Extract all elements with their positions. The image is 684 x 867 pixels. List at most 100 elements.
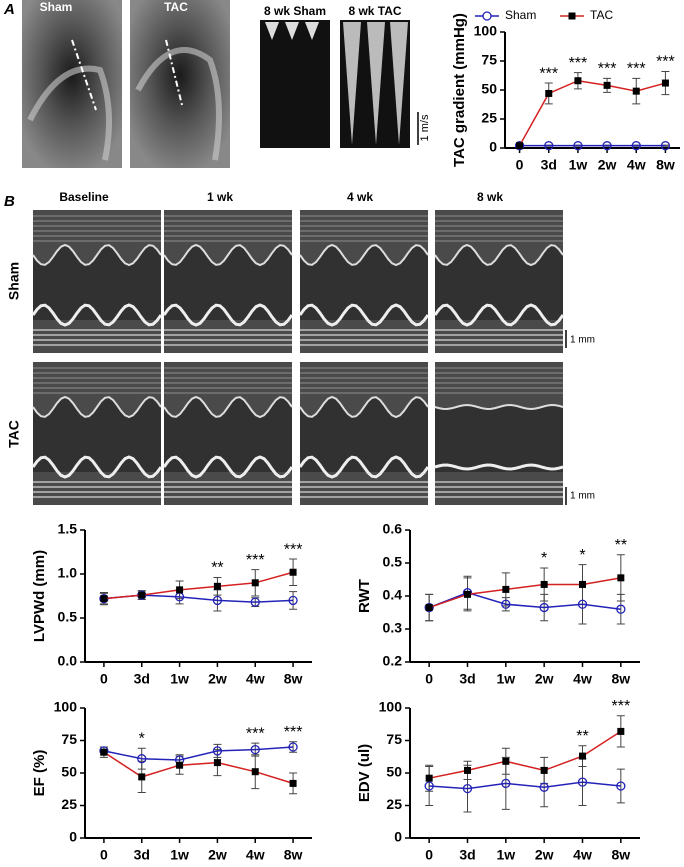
x-tick-label: 0 (425, 671, 433, 687)
series-line (429, 781, 621, 790)
x-tick-label: 2w (535, 671, 554, 687)
data-point (424, 781, 434, 791)
series-line (518, 79, 666, 147)
m-mode-wall (163, 243, 293, 267)
m-mode-wall (434, 403, 564, 411)
data-point (425, 774, 433, 782)
data-point (632, 87, 640, 95)
legend-marker (482, 11, 492, 21)
m-mode-wall (434, 463, 564, 471)
column-label: 1 wk (207, 190, 233, 204)
data-point (661, 79, 669, 87)
legend-marker (568, 12, 576, 20)
x-tick-label: 3d (134, 847, 150, 863)
y-axis-label: EF (%) (31, 750, 48, 797)
data-point (212, 595, 223, 606)
image-label: TAC (164, 0, 188, 14)
y-tick-label: 25 (386, 796, 402, 812)
image-label: 8 wk Sham (264, 4, 326, 18)
data-point (577, 599, 588, 609)
m-mode-wall (33, 397, 161, 472)
x-tick-label: 0 (425, 847, 433, 863)
series-line (428, 591, 621, 610)
data-point (631, 141, 641, 151)
m-mode-wall (31, 455, 163, 479)
significance-label: * (139, 731, 145, 748)
significance-label: *** (627, 61, 646, 78)
data-point (544, 141, 554, 151)
data-point (539, 782, 549, 792)
significance-label: ** (211, 560, 223, 577)
x-tick-label: 4w (627, 157, 646, 173)
m-mode-wall (435, 245, 563, 320)
y-axis-label: EDV (ul) (356, 744, 373, 802)
data-point (540, 580, 548, 588)
data-point (425, 604, 433, 612)
significance-label: ** (615, 537, 627, 554)
doppler-signal (343, 22, 408, 145)
data-point (516, 142, 524, 150)
data-point (617, 574, 625, 582)
panel-label: A (3, 1, 15, 18)
data-point (212, 746, 223, 756)
x-tick-label: 8w (284, 847, 303, 863)
y-tick-label: 100 (54, 699, 78, 715)
x-tick-label: 1w (496, 847, 515, 863)
m-mode-wall (33, 245, 161, 320)
data-point (660, 141, 671, 151)
data-point (573, 141, 583, 151)
y-tick-label: 0.4 (383, 587, 403, 603)
data-point (288, 595, 298, 606)
x-tick-label: 1w (170, 671, 189, 687)
data-point (100, 595, 108, 603)
y-tick-label: 25 (61, 796, 77, 812)
data-point (577, 777, 588, 787)
y-tick-label: 75 (386, 731, 402, 747)
x-tick-label: 3d (459, 671, 475, 687)
x-tick-label: 8w (611, 847, 630, 863)
x-tick-label: 2w (208, 671, 227, 687)
m-mode-wall (298, 303, 430, 327)
x-tick-label: 0 (516, 157, 524, 173)
y-tick-label: 0.6 (383, 521, 403, 537)
echo-marker (71, 39, 97, 111)
significance-label: *** (598, 61, 617, 78)
scale-label: 1 m/s (419, 114, 431, 141)
data-point (514, 141, 525, 151)
significance-label: *** (284, 541, 303, 558)
y-axis-label: RWT (356, 579, 373, 613)
y-tick-label: 25 (481, 110, 497, 126)
data-point (464, 590, 471, 598)
m-mode-wall (31, 303, 163, 327)
doppler-signal (265, 22, 319, 40)
column-label: 8 wk (477, 190, 503, 204)
data-point (502, 585, 510, 593)
significance-label: *** (569, 55, 588, 72)
series-line (103, 751, 294, 785)
m-mode-wall (299, 395, 429, 419)
data-point (539, 602, 549, 613)
m-mode-wall (434, 243, 564, 267)
x-tick-label: 4w (573, 847, 592, 863)
echo-tissue (135, 47, 222, 161)
significance-label: *** (246, 552, 265, 569)
data-point (176, 761, 184, 769)
m-mode-wall (300, 397, 428, 472)
m-mode-wall (162, 303, 294, 327)
echo-tissue (27, 65, 112, 161)
column-label: 4 wk (347, 190, 373, 204)
significance-label: *** (656, 54, 675, 71)
data-point (616, 781, 626, 791)
legend-label: TAC (590, 8, 613, 22)
data-point (250, 744, 260, 755)
data-point (137, 754, 147, 764)
y-tick-label: 0 (489, 139, 497, 155)
data-point (579, 752, 586, 760)
x-tick-label: 1w (170, 847, 189, 863)
m-mode-wall (433, 303, 565, 327)
data-point (289, 779, 297, 787)
scale-label: 1 mm (570, 491, 595, 502)
y-tick-label: 50 (386, 764, 402, 780)
y-tick-label: 1.0 (58, 565, 78, 581)
